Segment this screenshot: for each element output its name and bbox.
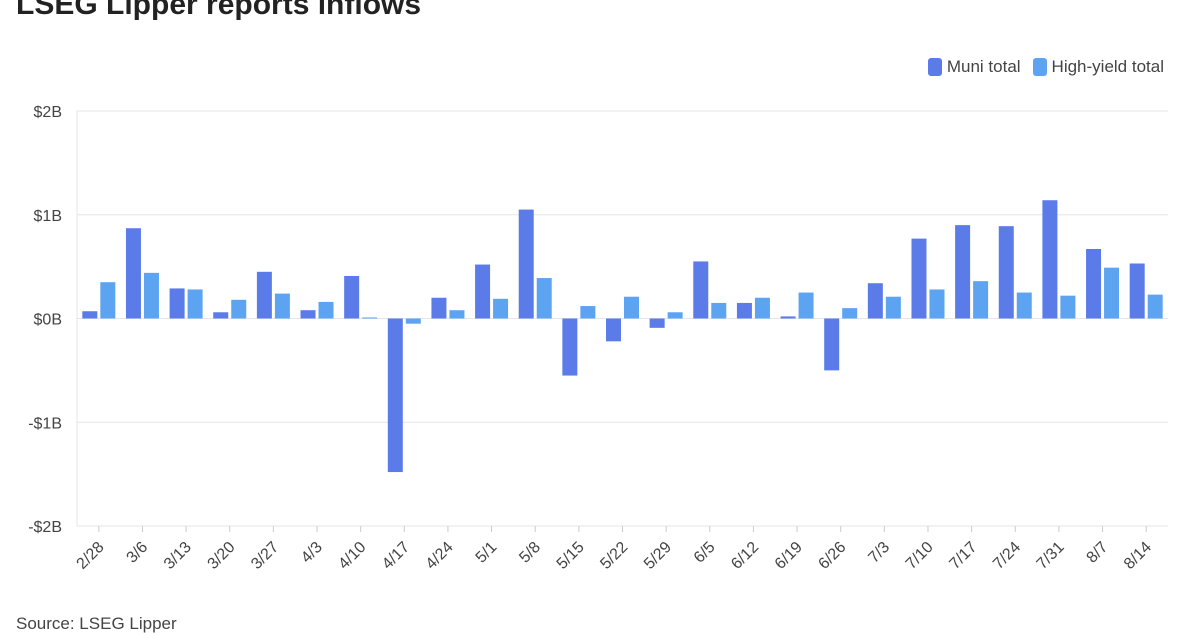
bar-high-yield [754, 297, 770, 319]
bar-high-yield [842, 308, 858, 319]
legend-swatch-muni [927, 58, 942, 76]
bar-high-yield [231, 299, 247, 319]
x-tick-label: 7/24 [990, 539, 1024, 573]
x-tick-label: 4/17 [379, 539, 413, 573]
bar-muni [1129, 263, 1145, 319]
x-tick-label: 7/3 [865, 539, 893, 567]
bar-muni [780, 316, 796, 319]
bar-muni [518, 209, 534, 319]
legend-swatch-high-yield [1032, 58, 1047, 76]
x-tick-label: 5/8 [516, 539, 544, 567]
bar-high-yield [100, 282, 116, 319]
bar-high-yield [143, 272, 159, 319]
bar-muni [606, 318, 621, 342]
bar-muni [344, 275, 360, 319]
bar-muni [387, 318, 403, 473]
x-tick-label: 6/5 [691, 539, 719, 567]
y-tick-label: -$2B [28, 519, 62, 536]
bar-muni [300, 310, 316, 319]
bar-high-yield [798, 292, 814, 319]
legend-label-high-yield: High-yield total [1051, 57, 1164, 76]
x-tick-label: 8/14 [1121, 539, 1155, 573]
bar-high-yield [318, 301, 334, 319]
bar-muni [431, 297, 447, 319]
bar-high-yield [667, 312, 683, 319]
source-note: Source: LSEG Lipper [16, 614, 177, 633]
y-tick-label: $2B [34, 104, 62, 121]
bar-high-yield [580, 306, 596, 319]
bar-muni [1042, 200, 1058, 319]
bar-high-yield [1060, 295, 1076, 319]
bar-high-yield [973, 281, 989, 319]
x-tick-label: 3/6 [124, 539, 152, 567]
bar-high-yield [1104, 267, 1120, 319]
bar-muni [82, 311, 98, 319]
x-tick-label: 6/12 [728, 539, 762, 573]
legend-label-muni: Muni total [946, 57, 1021, 76]
bar-high-yield [405, 318, 421, 324]
chart-title: LSEG Lipper reports inflows [16, 0, 422, 21]
bar-muni [475, 264, 491, 319]
bar-muni [867, 283, 883, 319]
bar-high-yield [885, 296, 901, 319]
x-tick-label: 7/10 [903, 539, 937, 573]
legend-item-high-yield[interactable]: High-yield total [1032, 57, 1164, 77]
x-tick-label: 2/28 [74, 539, 108, 573]
x-tick-label: 7/17 [946, 539, 980, 573]
x-tick-label: 5/22 [597, 539, 631, 573]
x-tick-label: 6/19 [772, 539, 806, 573]
bar-muni [824, 318, 840, 371]
bar-muni [1086, 248, 1102, 319]
legend-item-muni[interactable]: Muni total [927, 57, 1021, 77]
bar-high-yield [362, 317, 378, 319]
x-tick-label: 5/29 [641, 539, 675, 573]
bar-high-yield [536, 278, 552, 319]
bar-muni [649, 318, 665, 328]
bar-muni [998, 226, 1014, 319]
bar-muni [562, 318, 578, 376]
x-tick-label: 5/15 [554, 539, 588, 573]
y-tick-label: $1B [34, 208, 62, 225]
x-tick-label: 3/20 [205, 539, 239, 573]
x-tick-label: 4/24 [423, 539, 457, 573]
bar-muni [213, 312, 229, 319]
x-tick-label: 8/7 [1084, 539, 1112, 567]
x-tick-label: 3/13 [161, 539, 195, 573]
bar-muni [736, 302, 752, 319]
bar-high-yield [187, 289, 203, 319]
bar-muni [169, 288, 185, 319]
bar-muni [256, 271, 272, 319]
x-tick-label: 7/31 [1034, 539, 1068, 573]
bar-high-yield [274, 293, 290, 319]
legend: Muni total High-yield total [927, 57, 1164, 77]
bar-high-yield [711, 302, 727, 319]
x-tick-label: 4/3 [298, 539, 326, 567]
bar-muni [955, 225, 971, 319]
x-tick-label: 4/10 [335, 539, 369, 573]
bar-muni [693, 261, 709, 319]
x-tick-label: 5/1 [473, 539, 501, 567]
bar-muni [125, 228, 141, 319]
bar-high-yield [1016, 292, 1032, 319]
bar-high-yield [1147, 294, 1163, 319]
bar-high-yield [929, 289, 945, 319]
y-tick-label: -$1B [28, 415, 62, 432]
y-tick-label: $0B [34, 312, 62, 329]
bar-high-yield [624, 296, 639, 319]
x-tick-label: 3/27 [248, 539, 282, 573]
x-tick-label: 6/26 [815, 539, 849, 573]
bar-high-yield [449, 310, 465, 319]
bar-high-yield [493, 298, 509, 319]
bar-muni [911, 238, 927, 319]
